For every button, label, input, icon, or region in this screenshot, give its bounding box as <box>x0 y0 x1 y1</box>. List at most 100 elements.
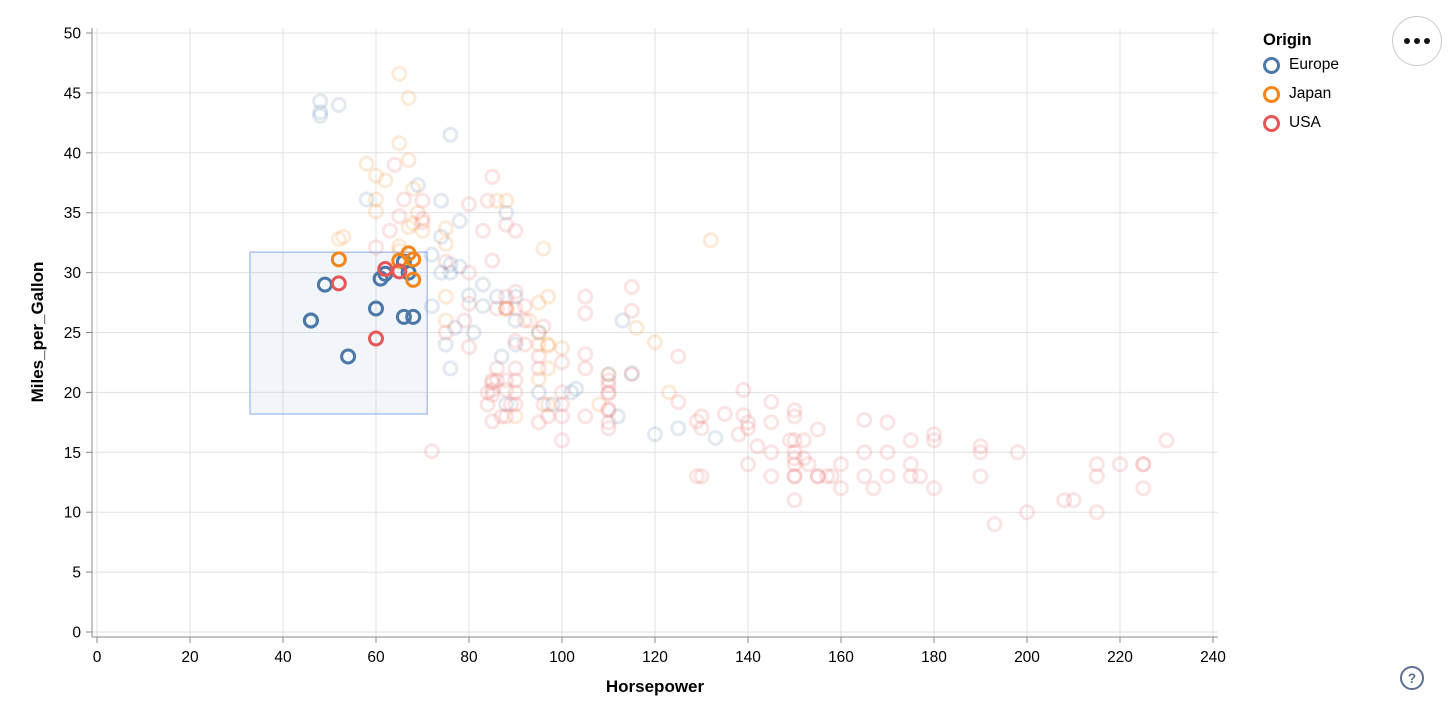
data-point-usa[interactable] <box>540 408 556 425</box>
data-point-usa[interactable] <box>461 264 477 281</box>
data-point-usa[interactable] <box>461 295 477 312</box>
data-point-europe[interactable] <box>409 177 426 194</box>
data-point-europe[interactable] <box>623 365 640 382</box>
data-point-usa[interactable] <box>507 360 524 377</box>
data-point-usa[interactable] <box>516 336 533 353</box>
data-point-usa[interactable] <box>600 377 617 394</box>
data-point-usa[interactable] <box>330 275 347 292</box>
data-point-usa[interactable] <box>740 414 756 431</box>
data-point-japan[interactable] <box>437 312 454 329</box>
data-point-usa[interactable] <box>535 318 552 335</box>
data-point-usa[interactable] <box>600 420 617 437</box>
data-point-japan[interactable] <box>330 231 347 248</box>
data-point-usa[interactable] <box>484 386 501 403</box>
data-point-japan[interactable] <box>377 172 394 189</box>
data-point-usa[interactable] <box>577 305 594 322</box>
data-point-europe[interactable] <box>395 308 412 325</box>
data-point-japan[interactable] <box>414 222 431 239</box>
data-point-usa[interactable] <box>823 468 840 485</box>
data-point-usa[interactable] <box>479 396 496 413</box>
data-point-japan[interactable] <box>554 340 570 357</box>
data-point-japan[interactable] <box>335 228 352 245</box>
data-point-europe[interactable] <box>358 191 375 208</box>
data-point-usa[interactable] <box>735 407 752 424</box>
data-point-japan[interactable] <box>628 319 645 336</box>
data-point-usa[interactable] <box>507 372 524 389</box>
data-point-usa[interactable] <box>819 468 835 485</box>
data-point-japan[interactable] <box>498 192 515 209</box>
data-point-usa[interactable] <box>1019 504 1035 521</box>
data-point-japan[interactable] <box>405 215 422 232</box>
data-point-usa[interactable] <box>479 192 496 209</box>
data-point-usa[interactable] <box>879 444 896 461</box>
data-point-usa[interactable] <box>368 239 384 256</box>
data-point-usa[interactable] <box>577 360 594 377</box>
chart-actions-button[interactable] <box>1392 16 1442 66</box>
data-point-japan[interactable] <box>405 180 422 197</box>
data-point-europe[interactable] <box>442 264 459 281</box>
data-point-japan[interactable] <box>591 396 608 413</box>
data-point-usa[interactable] <box>786 450 803 467</box>
data-point-usa[interactable] <box>795 450 812 467</box>
data-point-usa[interactable] <box>554 396 570 413</box>
data-point-japan[interactable] <box>647 334 663 351</box>
data-point-usa[interactable] <box>693 408 710 425</box>
data-point-europe[interactable] <box>312 104 329 121</box>
data-point-europe[interactable] <box>507 312 524 329</box>
data-point-usa[interactable] <box>498 288 515 305</box>
data-point-japan[interactable] <box>530 294 547 311</box>
data-point-usa[interactable] <box>488 300 505 317</box>
data-point-europe[interactable] <box>474 276 491 293</box>
data-point-usa[interactable] <box>414 192 431 209</box>
data-point-japan[interactable] <box>358 155 375 172</box>
data-point-japan[interactable] <box>409 204 426 221</box>
data-point-usa[interactable] <box>688 413 705 430</box>
data-point-usa[interactable] <box>833 456 849 473</box>
data-point-usa[interactable] <box>1009 444 1026 461</box>
data-point-japan[interactable] <box>400 89 417 106</box>
data-point-europe[interactable] <box>340 348 357 365</box>
data-point-usa[interactable] <box>740 456 756 473</box>
data-point-usa[interactable] <box>786 468 803 485</box>
data-point-usa[interactable] <box>498 216 515 233</box>
data-point-europe[interactable] <box>507 288 524 305</box>
help-icon[interactable]: ? <box>1400 666 1424 690</box>
data-point-usa[interactable] <box>809 468 826 485</box>
data-point-japan[interactable] <box>437 220 454 237</box>
data-point-usa[interactable] <box>833 480 849 497</box>
data-point-usa[interactable] <box>1112 456 1128 473</box>
data-point-japan[interactable] <box>405 271 422 288</box>
data-point-japan[interactable] <box>540 337 556 354</box>
data-point-usa[interactable] <box>786 408 803 425</box>
data-point-japan[interactable] <box>400 152 417 168</box>
data-point-usa[interactable] <box>600 401 617 418</box>
data-point-usa[interactable] <box>437 324 454 341</box>
data-point-usa[interactable] <box>926 480 942 497</box>
data-point-usa[interactable] <box>488 372 505 389</box>
data-point-europe[interactable] <box>493 348 510 365</box>
data-point-usa[interactable] <box>516 312 533 329</box>
data-point-usa[interactable] <box>879 468 896 485</box>
data-point-usa[interactable] <box>809 468 826 485</box>
data-point-usa[interactable] <box>693 468 710 485</box>
data-point-usa[interactable] <box>507 283 524 300</box>
data-point-europe[interactable] <box>437 336 454 353</box>
data-point-europe[interactable] <box>312 93 329 110</box>
data-point-usa[interactable] <box>730 426 747 443</box>
data-point-europe[interactable] <box>530 324 547 341</box>
data-point-japan[interactable] <box>521 312 538 329</box>
data-point-usa[interactable] <box>554 408 570 425</box>
data-point-japan[interactable] <box>391 65 408 82</box>
data-point-usa[interactable] <box>865 480 882 497</box>
data-point-usa[interactable] <box>554 384 570 401</box>
data-point-usa[interactable] <box>740 420 756 437</box>
data-point-usa[interactable] <box>498 372 515 389</box>
data-point-usa[interactable] <box>786 468 803 485</box>
data-point-europe[interactable] <box>451 213 468 230</box>
data-point-japan[interactable] <box>540 396 556 413</box>
data-point-usa[interactable] <box>786 444 803 461</box>
data-point-europe[interactable] <box>433 264 450 281</box>
data-point-usa[interactable] <box>577 346 594 363</box>
data-point-usa[interactable] <box>554 354 570 371</box>
data-point-usa[interactable] <box>926 426 942 443</box>
